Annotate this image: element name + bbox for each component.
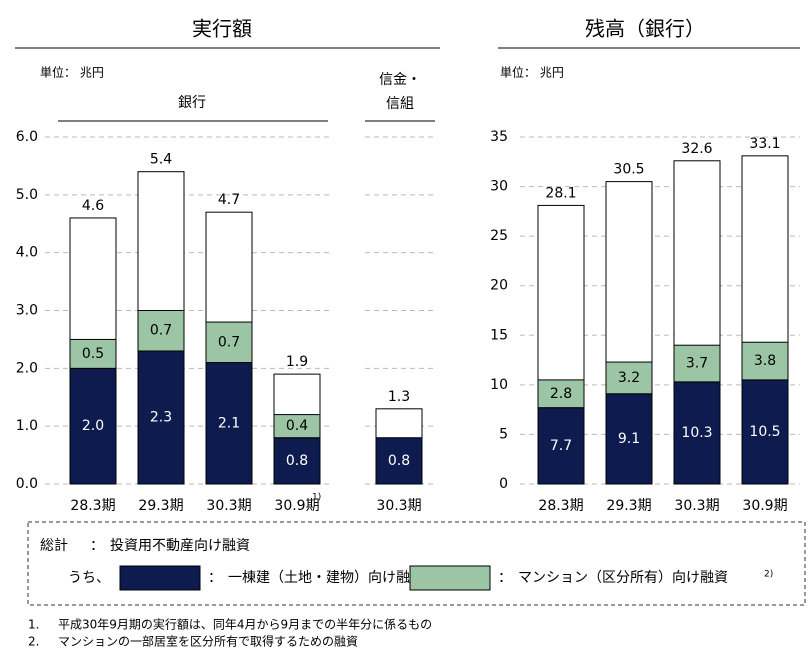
bar-label: 10.5	[749, 424, 780, 440]
legend-total: 投資用不動産向け融資	[110, 538, 250, 554]
legend-sep: ：	[208, 570, 222, 586]
x-tick-label: 28.3期	[70, 498, 115, 514]
bar-label: 9.1	[618, 431, 640, 447]
total-label: 28.1	[545, 185, 576, 201]
bar-label: 7.7	[550, 438, 572, 454]
x-tick-label: 28.3期	[538, 498, 583, 514]
total-label: 33.1	[749, 136, 780, 152]
bar-segment	[273, 414, 321, 439]
bar-label: 0.8	[388, 453, 410, 469]
bar-segment	[673, 344, 721, 383]
unit: 単位： 兆円	[500, 65, 564, 80]
y-tick-label: 2.0	[16, 360, 38, 376]
y-tick-label: 30	[490, 179, 508, 195]
group-label: 信金・	[379, 72, 421, 88]
bar-segment	[137, 350, 185, 485]
bar-segment	[205, 362, 253, 485]
total-label: 4.6	[82, 198, 104, 214]
bar-segment	[537, 407, 585, 485]
footnote: 平成30年9月期の実行額は、同年4月から9月までの半年分に係るもの	[58, 617, 432, 632]
bar-label: 3.7	[686, 356, 708, 372]
legend-heading: 総計	[40, 538, 68, 554]
bar-segment	[741, 379, 789, 485]
x-tick-label: 29.3期	[606, 498, 651, 514]
legend-swatch	[409, 565, 491, 591]
bar-segment	[741, 341, 789, 381]
total-label: 32.6	[681, 141, 712, 157]
y-tick-label: 6.0	[16, 129, 38, 145]
bar-label: 0.7	[150, 323, 172, 339]
y-tick-label: 35	[490, 129, 508, 145]
legend-swatch	[119, 565, 201, 591]
chart-title: 残高（銀行）	[585, 17, 705, 41]
total-label: 30.5	[613, 162, 644, 178]
x-tick-label: 30.9期	[274, 498, 319, 514]
bar-segment	[673, 381, 721, 485]
bar-segment	[69, 338, 117, 369]
legend-note: 2)	[764, 570, 773, 580]
y-tick-label: 0.0	[16, 476, 38, 492]
legend-entry: マンション（区分所有）向け融資	[518, 570, 728, 586]
bar-label: 0.7	[218, 334, 240, 350]
bar-segment	[205, 321, 253, 364]
x-tick-label: 30.3期	[376, 498, 421, 514]
bar-label: 10.3	[681, 425, 712, 441]
footnote-number: 1.	[28, 618, 39, 632]
bar-label: 0.8	[286, 453, 308, 469]
total-label: 5.4	[150, 152, 172, 168]
x-tick-label: 30.3期	[206, 498, 251, 514]
bar-label: 2.1	[218, 415, 240, 431]
group-label: 信組	[386, 96, 414, 112]
y-tick-label: 5	[499, 426, 508, 442]
bar-label: 0.4	[286, 418, 308, 434]
y-tick-label: 25	[490, 228, 508, 244]
bar-label: 2.8	[550, 386, 572, 402]
legend-sep: ：	[90, 538, 104, 554]
x-tick-label: 30.3期	[674, 498, 719, 514]
y-tick-label: 1.0	[16, 418, 38, 434]
y-tick-label: 3.0	[16, 303, 38, 319]
bar-segment	[137, 310, 185, 352]
group-label: 銀行	[178, 95, 206, 111]
bar-label: 3.8	[754, 353, 776, 369]
legend-of-which: うち、	[68, 570, 110, 586]
legend-sep: ：	[498, 570, 512, 586]
y-tick-label: 20	[490, 278, 508, 294]
y-tick-label: 4.0	[16, 245, 38, 261]
chart-title: 実行額	[192, 17, 252, 41]
y-tick-label: 15	[490, 327, 508, 343]
legend-entry: 一棟建（土地・建物）向け融資	[228, 570, 424, 586]
total-label: 1.9	[286, 354, 308, 370]
bar-label: 2.3	[150, 409, 172, 425]
footnote-number: 2.	[28, 635, 39, 649]
bar-segment	[605, 361, 653, 395]
bar-label: 2.0	[82, 418, 104, 434]
category-note: 1)	[312, 493, 321, 503]
total-label: 4.7	[218, 192, 240, 208]
bar-segment	[605, 393, 653, 485]
bar-segment	[537, 379, 585, 409]
bar-segment	[375, 437, 423, 485]
y-tick-label: 5.0	[16, 187, 38, 203]
x-tick-label: 29.3期	[138, 498, 183, 514]
bar-segment	[273, 437, 321, 485]
unit: 単位： 兆円	[40, 65, 104, 80]
y-tick-label: 0	[499, 476, 508, 492]
footnote: マンションの一部居室を区分所有で取得するための融資	[58, 634, 358, 649]
y-tick-label: 10	[490, 377, 508, 393]
x-tick-label: 30.9期	[742, 498, 787, 514]
total-label: 1.3	[388, 389, 410, 405]
legend-box	[27, 521, 806, 606]
bar-label: 0.5	[82, 346, 104, 362]
bar-label: 3.2	[618, 370, 640, 386]
